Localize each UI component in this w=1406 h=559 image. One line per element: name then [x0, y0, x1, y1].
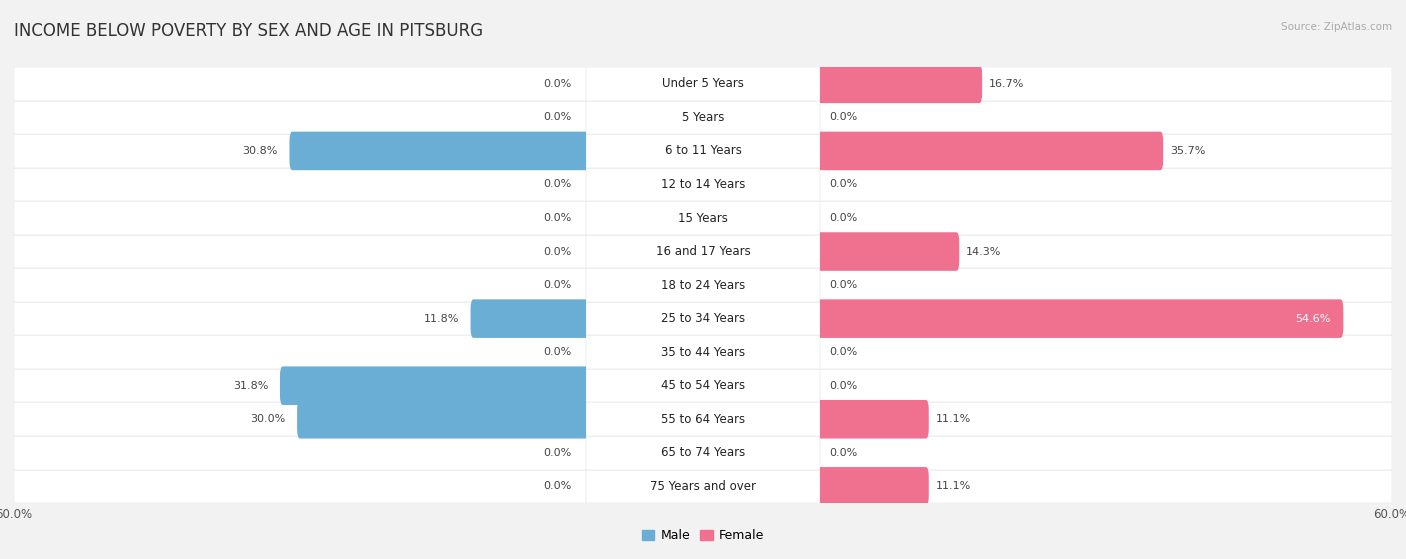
Text: 75 Years and over: 75 Years and over	[650, 480, 756, 493]
Text: 25 to 34 Years: 25 to 34 Years	[661, 312, 745, 325]
Text: Source: ZipAtlas.com: Source: ZipAtlas.com	[1281, 22, 1392, 32]
FancyBboxPatch shape	[14, 302, 586, 335]
Text: 16 and 17 Years: 16 and 17 Years	[655, 245, 751, 258]
Text: 0.0%: 0.0%	[543, 247, 572, 257]
Text: 0.0%: 0.0%	[543, 79, 572, 89]
FancyBboxPatch shape	[14, 67, 586, 101]
FancyBboxPatch shape	[586, 369, 820, 402]
Text: 15 Years: 15 Years	[678, 211, 728, 225]
FancyBboxPatch shape	[817, 467, 929, 506]
Text: 0.0%: 0.0%	[543, 448, 572, 458]
Text: 0.0%: 0.0%	[830, 280, 858, 290]
Text: 0.0%: 0.0%	[543, 179, 572, 190]
Text: 0.0%: 0.0%	[830, 213, 858, 223]
Text: 11.1%: 11.1%	[935, 414, 970, 424]
Text: 14.3%: 14.3%	[966, 247, 1001, 257]
Text: 30.8%: 30.8%	[243, 146, 278, 156]
FancyBboxPatch shape	[820, 67, 1392, 101]
Text: 18 to 24 Years: 18 to 24 Years	[661, 278, 745, 292]
Text: 5 Years: 5 Years	[682, 111, 724, 124]
FancyBboxPatch shape	[471, 300, 589, 338]
Text: 0.0%: 0.0%	[543, 213, 572, 223]
FancyBboxPatch shape	[820, 335, 1392, 369]
Text: 12 to 14 Years: 12 to 14 Years	[661, 178, 745, 191]
FancyBboxPatch shape	[14, 235, 586, 268]
Text: 45 to 54 Years: 45 to 54 Years	[661, 379, 745, 392]
FancyBboxPatch shape	[586, 168, 820, 201]
Text: 30.0%: 30.0%	[250, 414, 285, 424]
FancyBboxPatch shape	[280, 367, 589, 405]
FancyBboxPatch shape	[14, 268, 586, 302]
FancyBboxPatch shape	[820, 436, 1392, 470]
Text: 6 to 11 Years: 6 to 11 Years	[665, 144, 741, 158]
FancyBboxPatch shape	[817, 300, 1343, 338]
FancyBboxPatch shape	[817, 131, 1163, 170]
FancyBboxPatch shape	[14, 201, 586, 235]
FancyBboxPatch shape	[586, 436, 820, 470]
FancyBboxPatch shape	[586, 235, 820, 268]
FancyBboxPatch shape	[817, 400, 929, 438]
Text: 0.0%: 0.0%	[830, 112, 858, 122]
FancyBboxPatch shape	[820, 134, 1392, 168]
FancyBboxPatch shape	[297, 400, 589, 438]
Text: 54.6%: 54.6%	[1295, 314, 1331, 324]
FancyBboxPatch shape	[820, 268, 1392, 302]
Text: 0.0%: 0.0%	[543, 347, 572, 357]
FancyBboxPatch shape	[14, 168, 586, 201]
Legend: Male, Female: Male, Female	[637, 524, 769, 547]
FancyBboxPatch shape	[820, 302, 1392, 335]
FancyBboxPatch shape	[14, 470, 586, 503]
Text: INCOME BELOW POVERTY BY SEX AND AGE IN PITSBURG: INCOME BELOW POVERTY BY SEX AND AGE IN P…	[14, 22, 484, 40]
FancyBboxPatch shape	[586, 268, 820, 302]
Text: 16.7%: 16.7%	[988, 79, 1024, 89]
FancyBboxPatch shape	[14, 369, 586, 402]
Text: Under 5 Years: Under 5 Years	[662, 77, 744, 91]
Text: 0.0%: 0.0%	[543, 280, 572, 290]
FancyBboxPatch shape	[14, 436, 586, 470]
FancyBboxPatch shape	[14, 335, 586, 369]
Text: 0.0%: 0.0%	[830, 179, 858, 190]
FancyBboxPatch shape	[586, 335, 820, 369]
Text: 35 to 44 Years: 35 to 44 Years	[661, 345, 745, 359]
FancyBboxPatch shape	[290, 131, 589, 170]
FancyBboxPatch shape	[586, 402, 820, 436]
FancyBboxPatch shape	[820, 168, 1392, 201]
Text: 0.0%: 0.0%	[830, 347, 858, 357]
Text: 55 to 64 Years: 55 to 64 Years	[661, 413, 745, 426]
FancyBboxPatch shape	[820, 101, 1392, 134]
FancyBboxPatch shape	[14, 402, 586, 436]
FancyBboxPatch shape	[817, 233, 959, 271]
FancyBboxPatch shape	[820, 369, 1392, 402]
Text: 35.7%: 35.7%	[1170, 146, 1205, 156]
Text: 65 to 74 Years: 65 to 74 Years	[661, 446, 745, 459]
Text: 0.0%: 0.0%	[830, 448, 858, 458]
FancyBboxPatch shape	[817, 64, 983, 103]
FancyBboxPatch shape	[586, 67, 820, 101]
FancyBboxPatch shape	[586, 201, 820, 235]
FancyBboxPatch shape	[586, 470, 820, 503]
Text: 11.1%: 11.1%	[935, 481, 970, 491]
Text: 0.0%: 0.0%	[543, 481, 572, 491]
Text: 0.0%: 0.0%	[830, 381, 858, 391]
FancyBboxPatch shape	[14, 134, 586, 168]
Text: 11.8%: 11.8%	[423, 314, 460, 324]
Text: 31.8%: 31.8%	[233, 381, 269, 391]
FancyBboxPatch shape	[820, 402, 1392, 436]
Text: 0.0%: 0.0%	[543, 112, 572, 122]
FancyBboxPatch shape	[586, 101, 820, 134]
FancyBboxPatch shape	[820, 470, 1392, 503]
FancyBboxPatch shape	[820, 201, 1392, 235]
FancyBboxPatch shape	[14, 101, 586, 134]
FancyBboxPatch shape	[586, 302, 820, 335]
FancyBboxPatch shape	[586, 134, 820, 168]
FancyBboxPatch shape	[820, 235, 1392, 268]
